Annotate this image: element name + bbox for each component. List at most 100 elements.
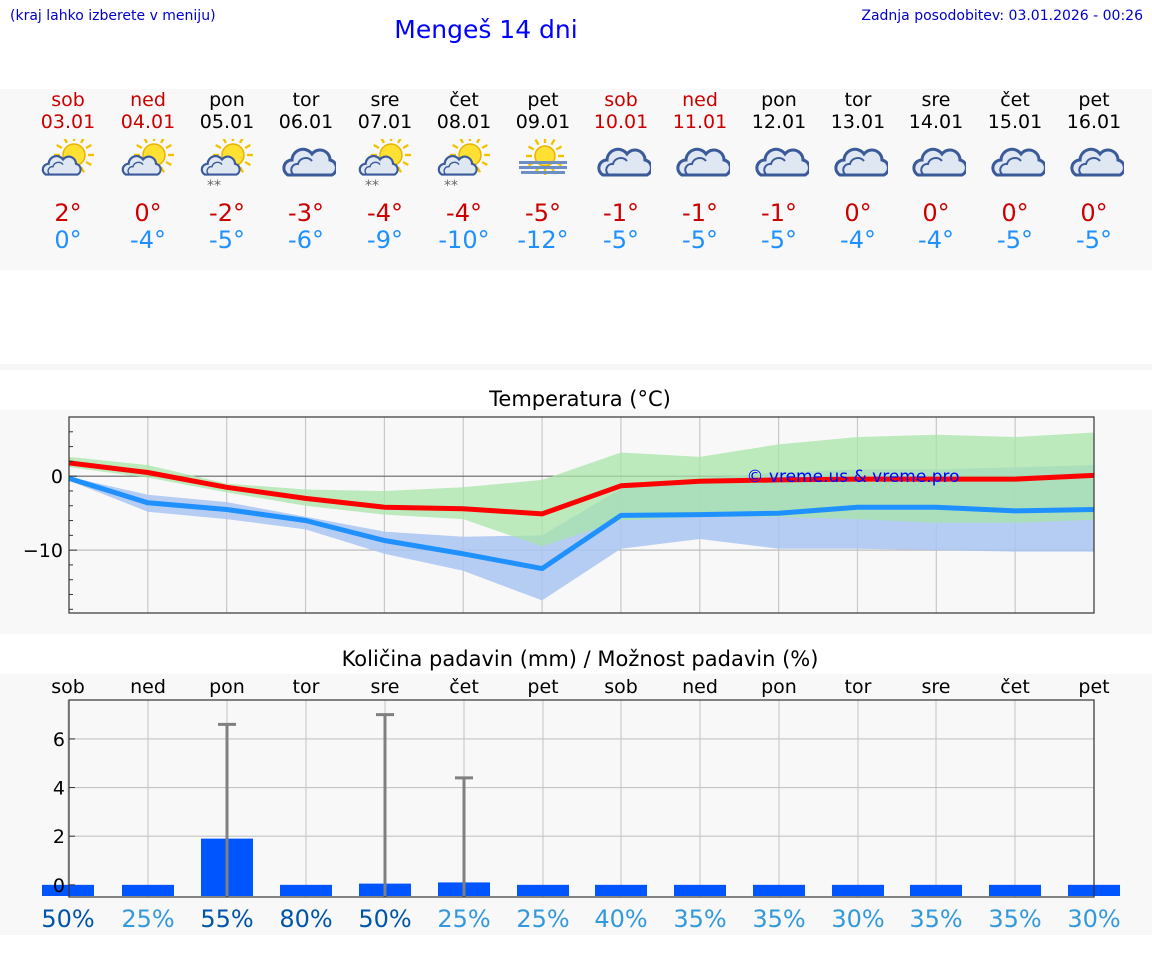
category-label: tor [293, 676, 320, 698]
precipitation-chart-title: Količina padavin (mm) / Možnost padavin … [341, 647, 819, 671]
divider [0, 364, 1152, 370]
day-name: čet [449, 89, 479, 111]
precipitation-probability: 25% [516, 905, 569, 933]
max-temperature: -5° [525, 199, 561, 227]
max-temperature: 0° [844, 199, 872, 227]
max-temperature: 2° [54, 199, 82, 227]
y-tick-label: −10 [23, 540, 63, 562]
category-label: sre [371, 676, 400, 698]
min-temperature: -4° [840, 226, 876, 254]
svg-text:**: ** [365, 178, 379, 191]
precipitation-probability: 30% [1067, 905, 1120, 933]
cloudy-icon [276, 139, 338, 191]
max-temperature: -4° [367, 199, 403, 227]
cloudy-icon [906, 139, 968, 191]
day-column: sob 10.01 -1° -5° [581, 89, 661, 254]
day-name: pet [1078, 89, 1110, 111]
category-label: čet [449, 676, 479, 698]
day-column: sob 03.01 2° 0° [28, 89, 108, 254]
last-update: Zadnja posodobitev: 03.01.2026 - 00:26 [861, 8, 1143, 24]
category-label: pon [209, 676, 245, 698]
partly-cloudy-icon [38, 135, 98, 191]
max-temperature: 0° [922, 199, 950, 227]
day-date: 10.01 [593, 111, 649, 133]
day-date: 12.01 [751, 111, 807, 133]
min-temperature: -12° [517, 226, 569, 254]
category-label: pet [1078, 676, 1109, 698]
precipitation-bar [122, 884, 174, 896]
category-label: pon [761, 676, 797, 698]
day-column: tor 06.01 -3° -6° [266, 89, 346, 254]
min-temperature-line [68, 476, 1095, 572]
day-date: 11.01 [672, 111, 728, 133]
day-name: sob [604, 89, 638, 111]
cloudy-icon [670, 139, 732, 191]
max-temperature: 0° [134, 199, 162, 227]
min-temperature: -4° [918, 226, 954, 254]
precipitation-chart-svg: sob ned pon tor sre čet pet sob ned pon tor sre čet p… [41, 676, 1120, 933]
category-label: sob [51, 676, 85, 698]
day-name: ned [130, 89, 166, 111]
min-temperature: -5° [761, 226, 797, 254]
min-temperature: -6° [288, 226, 324, 254]
day-name: ned [682, 89, 718, 111]
min-temperature: -5° [603, 226, 639, 254]
precipitation-bar [910, 884, 962, 896]
day-name: sre [370, 89, 400, 111]
y-tick-label: 6 [53, 729, 65, 751]
day-date: 07.01 [357, 111, 413, 133]
category-label: sre [922, 676, 951, 698]
precipitation-bar [280, 884, 332, 896]
plot-frame [68, 416, 1095, 614]
day-column: tor 13.01 0° -4° [818, 89, 898, 254]
day-name: tor [844, 89, 872, 111]
day-date: 14.01 [908, 111, 964, 133]
svg-text:**: ** [207, 178, 221, 191]
min-temperature: -9° [367, 226, 403, 254]
day-date: 06.01 [278, 111, 334, 133]
min-temperature: 0° [54, 226, 82, 254]
min-temperature: -5° [682, 226, 718, 254]
min-temperature: -5° [997, 226, 1033, 254]
category-label: pet [527, 676, 558, 698]
partly-cloudy-icon [118, 135, 178, 191]
day-name: sob [51, 89, 85, 111]
watermark-text: © vreme.us & vreme.pro [746, 467, 959, 487]
max-temperature-line [68, 460, 1095, 517]
svg-text:**: ** [444, 178, 458, 191]
day-column: ned 04.01 0° -4° [108, 89, 188, 254]
min-temperature: -5° [1076, 226, 1112, 254]
day-name: pon [209, 89, 245, 111]
max-temperature: -1° [761, 199, 797, 227]
max-temperature: 0° [1080, 199, 1108, 227]
precipitation-probability: 35% [673, 905, 726, 933]
max-temperature: -4° [446, 199, 482, 227]
day-date: 15.01 [987, 111, 1043, 133]
precipitation-bar [42, 884, 94, 896]
temperature-chart: © vreme.us & vreme.pro 0 −10 [0, 410, 1152, 634]
y-tick-label: 2 [53, 826, 65, 848]
max-temperature: -1° [603, 199, 639, 227]
precipitation-probability: 35% [988, 905, 1041, 933]
min-temperature: -4° [130, 226, 166, 254]
max-temperature: -3° [288, 199, 324, 227]
cloudy-icon [591, 139, 653, 191]
precipitation-bar [753, 884, 805, 896]
day-date: 04.01 [120, 111, 176, 133]
precipitation-chart: sob ned pon tor sre čet pet sob ned pon tor sre čet p… [0, 674, 1152, 935]
day-name: sre [921, 89, 951, 111]
partly-cloudy-snow-icon: ** [434, 135, 494, 194]
max-temperature-range-band [69, 432, 1094, 547]
precipitation-probability: 55% [200, 905, 253, 933]
precipitation-probability: 40% [594, 905, 647, 933]
y-tick-label: 0 [51, 466, 63, 488]
day-column: čet 08.01 ** -4° -10° [424, 89, 504, 254]
temperature-chart-svg: © vreme.us & vreme.pro 0 −10 [23, 416, 1095, 614]
page-title: Mengeš 14 dni [394, 15, 578, 44]
precipitation-bar [674, 884, 726, 896]
day-date: 03.01 [40, 111, 96, 133]
day-name: pet [527, 89, 559, 111]
precipitation-probability: 25% [121, 905, 174, 933]
cloudy-icon [985, 139, 1047, 191]
partly-cloudy-snow-icon: ** [355, 135, 415, 194]
